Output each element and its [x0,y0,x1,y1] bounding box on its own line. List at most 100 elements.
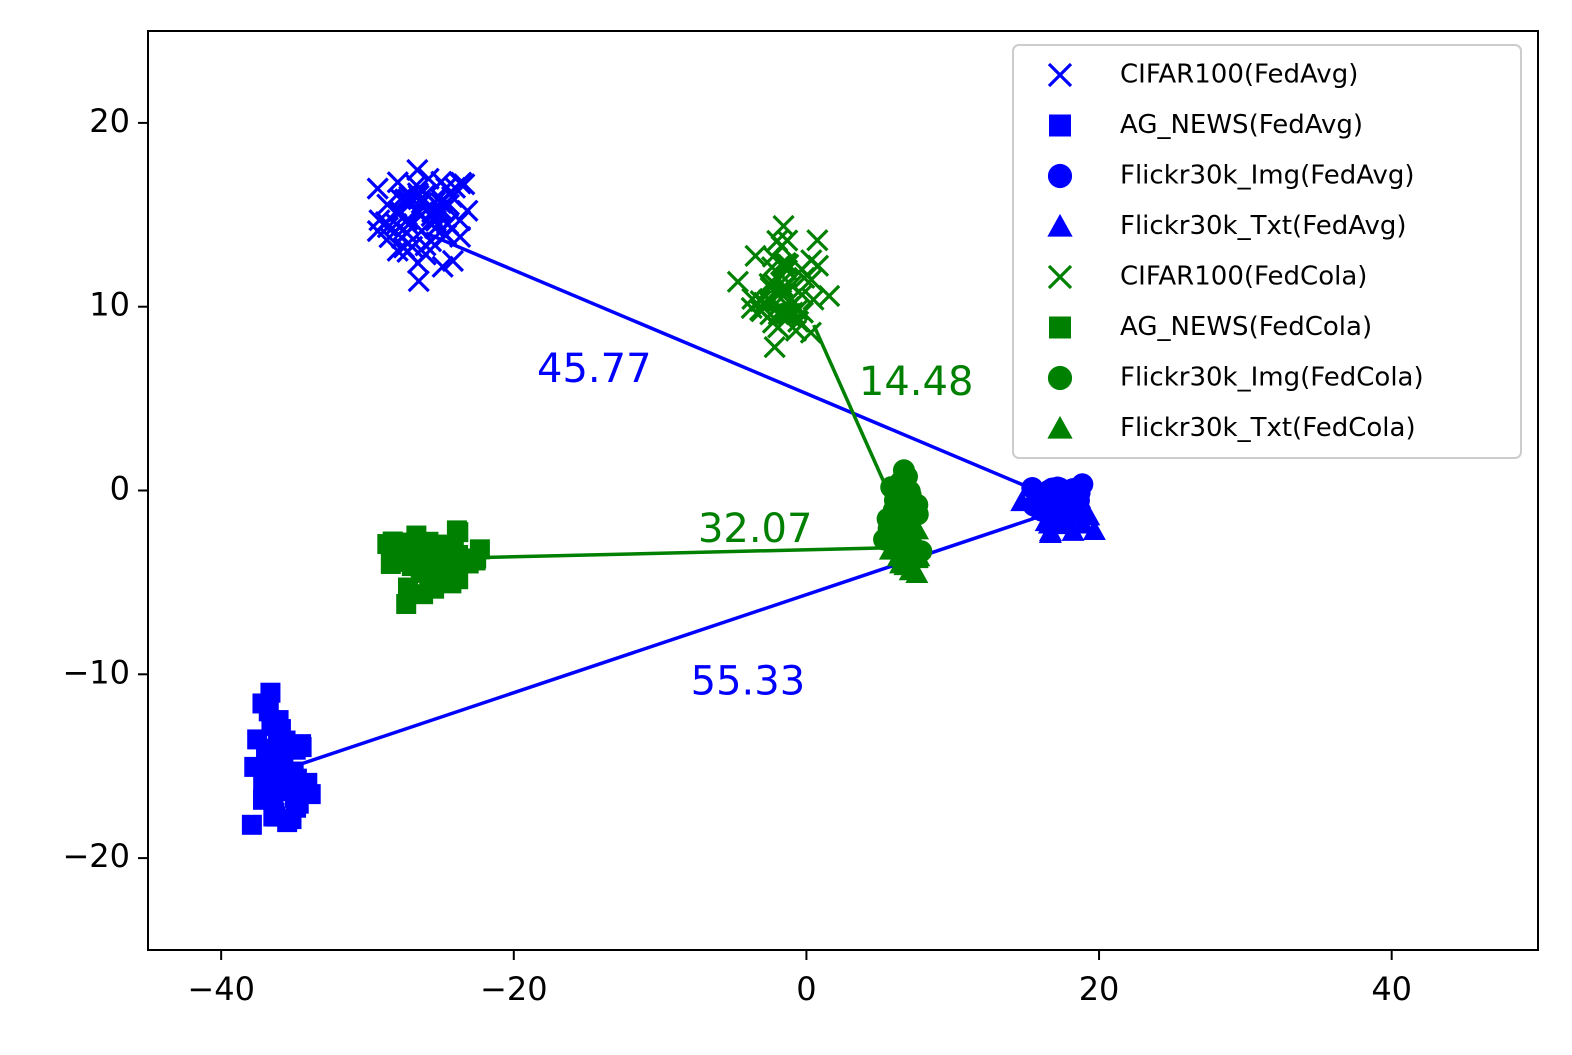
data-point [396,593,417,614]
data-point [800,268,823,291]
data-point [436,212,460,236]
x-tick-label: 20 [1079,970,1120,1008]
data-points [241,158,1106,835]
data-point [780,287,803,311]
legend-marker [1047,62,1073,88]
data-point [448,522,469,543]
data-point [891,527,915,548]
data-point [396,188,420,211]
data-point [759,276,782,300]
data-point [448,569,469,590]
data-point [392,236,416,259]
data-point [252,789,273,810]
legend-entry-label: Flickr30k_Txt(FedCola) [1120,413,1416,443]
data-point [761,245,785,268]
data-point [763,336,786,359]
data-point [893,489,917,511]
data-point [261,751,282,772]
legend-marker [1047,415,1073,439]
data-point [906,518,930,540]
x-tick-label: 0 [796,970,816,1008]
legend-entry-label: AG_NEWS(FedAvg) [1120,110,1363,140]
data-point [774,251,797,275]
legend-entry-label: Flickr30k_Img(FedAvg) [1120,161,1415,191]
data-point [406,158,429,182]
legend-entry-label: Flickr30k_Img(FedCola) [1120,363,1424,393]
legend-entry-label: CIFAR100(FedCola) [1120,262,1367,292]
data-point [1044,495,1068,517]
x-tick-label: −20 [480,970,548,1008]
data-point [818,284,841,308]
data-point [441,249,465,273]
series-ag-news-fedavg- [241,682,321,835]
legend-entry-label: CIFAR100(FedAvg) [1120,60,1358,90]
data-point [368,209,391,232]
legend-marker [1047,365,1073,391]
legend: CIFAR100(FedAvg) AG_NEWS(FedAvg) Flickr30k… [1012,44,1522,459]
legend-marker [1047,264,1073,290]
data-point [252,693,273,714]
legend-marker [1049,114,1071,137]
data-point [800,249,823,272]
data-point [741,287,764,311]
data-point [1010,490,1034,512]
y-tick-label: 20 [89,102,130,140]
legend-marker [1047,213,1073,237]
data-point [450,171,473,194]
data-point [431,255,454,278]
legend-marker [1047,163,1073,189]
y-tick-label: −20 [62,837,130,875]
data-point [447,550,468,571]
data-point [397,213,420,236]
legend-marker [1049,316,1071,339]
data-point [397,577,418,598]
series-flickr30k-txt-fedavg- [1010,479,1106,543]
data-point [400,235,424,258]
series-cifar100-fedavg- [366,158,479,293]
data-point [247,729,268,750]
data-point [386,239,409,262]
data-point [1082,519,1106,541]
series-cifar100-fedcola- [726,214,841,359]
data-point [905,562,929,583]
y-tick-label: 0 [110,470,130,508]
distance-line-2 [293,507,1064,768]
data-point [767,316,790,339]
data-point [377,534,398,555]
data-point [430,534,451,555]
x-tick-label: 40 [1371,970,1412,1008]
data-point [389,188,412,211]
data-point [726,270,750,293]
data-point [417,167,440,190]
distance-label: 45.77 [537,346,652,392]
data-point [407,270,430,293]
data-point [244,756,265,777]
distance-line-1 [425,231,1064,504]
data-point [456,199,479,222]
series-flickr30k-txt-fedcola- [878,489,932,583]
data-point [895,540,919,562]
data-point [419,565,440,586]
data-point [1038,522,1062,543]
distance-lines [293,231,1064,768]
distance-annotations: 45.77 14.48 32.07 55.33 [537,346,973,704]
data-point [288,793,309,814]
data-point [772,214,795,238]
data-point [414,243,437,266]
data-point [773,303,796,327]
data-point [744,244,767,267]
data-point [271,772,292,793]
data-point [241,814,262,835]
data-point [749,290,772,313]
distance-line-4 [812,324,896,506]
data-point [380,553,401,574]
data-point [427,214,450,237]
legend-box [1012,44,1522,459]
legend-entry-label: AG_NEWS(FedCola) [1120,312,1372,342]
data-point [366,177,389,200]
distance-label: 32.07 [698,506,813,552]
series-ag-news-fedcola- [377,520,490,614]
distance-label: 14.48 [859,359,974,405]
data-point [466,548,487,569]
